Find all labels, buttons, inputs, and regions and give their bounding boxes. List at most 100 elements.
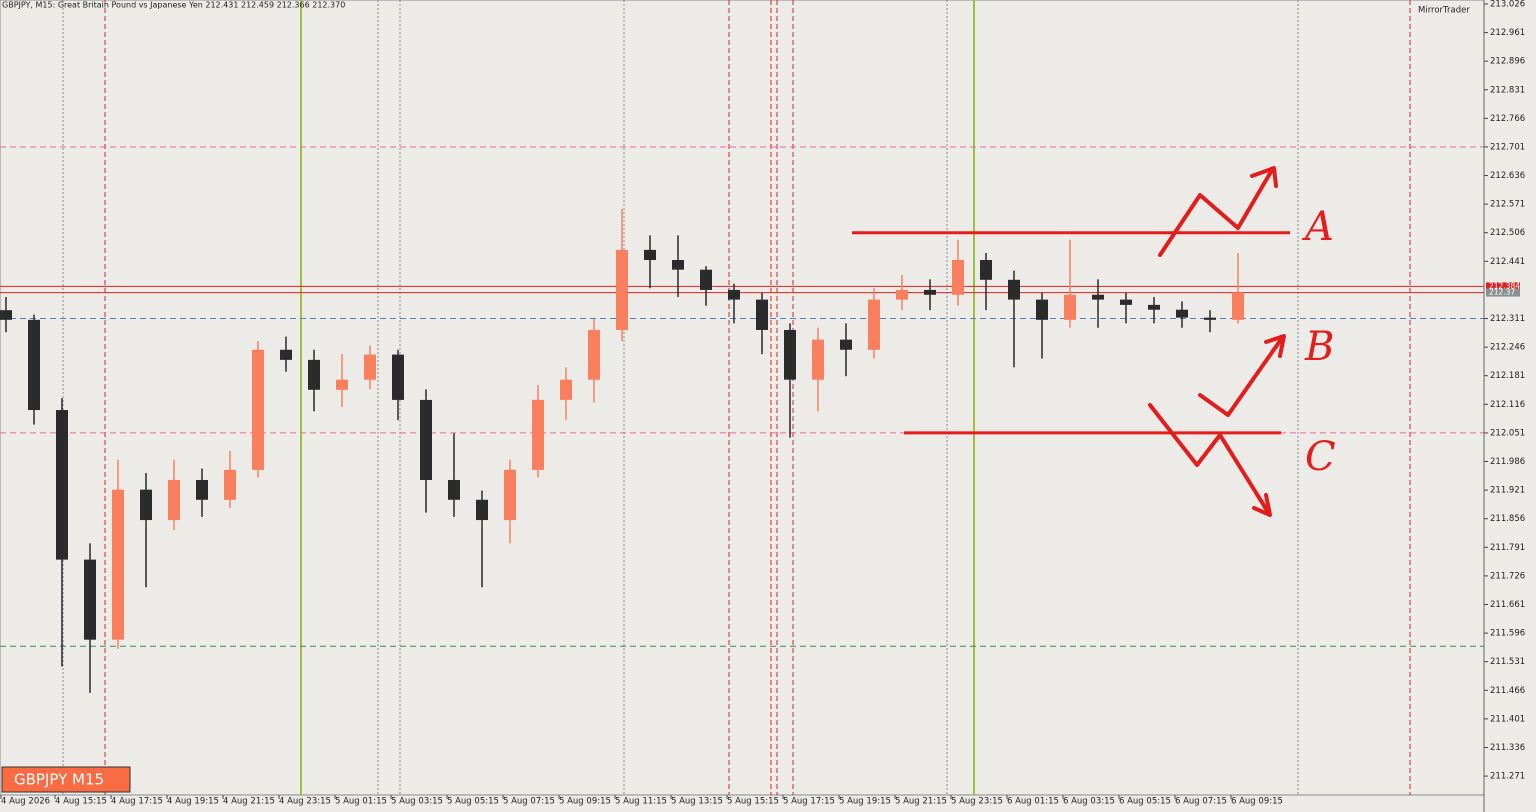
candle-body bbox=[420, 399, 432, 480]
candle-body bbox=[0, 310, 12, 320]
candle-body bbox=[1176, 309, 1188, 318]
price-tag bbox=[1486, 282, 1520, 291]
candle-body bbox=[896, 289, 908, 300]
y-tick-label: 211.531 bbox=[1490, 657, 1525, 667]
x-tick-label: 6 Aug 03:15 bbox=[1063, 797, 1115, 807]
candle-body bbox=[84, 559, 96, 640]
candle-body bbox=[196, 479, 208, 500]
x-tick-label: 5 Aug 07:15 bbox=[503, 797, 555, 807]
x-tick-label: 5 Aug 03:15 bbox=[391, 797, 443, 807]
x-tick-label: 5 Aug 05:15 bbox=[447, 797, 499, 807]
x-tick-label: 5 Aug 21:15 bbox=[895, 797, 947, 807]
candle-body bbox=[364, 354, 376, 380]
y-tick-label: 212.506 bbox=[1490, 228, 1525, 238]
candle-body bbox=[952, 260, 964, 295]
arrows bbox=[1148, 166, 1286, 517]
arrow-a bbox=[1158, 166, 1278, 257]
vertical-lines bbox=[62, 0, 1411, 795]
candle-body bbox=[476, 499, 488, 521]
plot-area bbox=[0, 0, 1485, 796]
price-tag-label: 212.384 bbox=[1489, 281, 1520, 290]
candle-body bbox=[112, 489, 124, 640]
candle-body bbox=[644, 249, 656, 261]
candle-body bbox=[672, 260, 684, 270]
x-tick-label: 6 Aug 05:15 bbox=[1119, 797, 1171, 807]
candle-body bbox=[56, 410, 68, 560]
y-tick-label: 212.766 bbox=[1490, 114, 1525, 124]
y-tick-label: 213.026 bbox=[1490, 0, 1525, 9]
candle-body bbox=[784, 329, 796, 380]
x-tick-label: 5 Aug 23:15 bbox=[951, 797, 1003, 807]
candle-body bbox=[532, 399, 544, 470]
price-tag bbox=[1486, 288, 1520, 297]
candle-body bbox=[812, 339, 824, 380]
symbol-box bbox=[1, 766, 131, 793]
y-tick-label: 212.116 bbox=[1490, 400, 1525, 410]
candle-body bbox=[28, 319, 40, 411]
y-tick-label: 212.311 bbox=[1490, 314, 1525, 324]
y-tick-label: 211.661 bbox=[1490, 600, 1525, 610]
candle-body bbox=[280, 349, 292, 360]
x-tick-label: 6 Aug 01:15 bbox=[1007, 797, 1059, 807]
y-tick-label: 211.401 bbox=[1490, 714, 1525, 724]
x-tick-label: 4 Aug 2026 bbox=[1, 797, 50, 807]
candle-body bbox=[1092, 294, 1104, 300]
candle-body bbox=[1148, 304, 1160, 310]
candle-body bbox=[336, 379, 348, 390]
y-tick-label: 212.571 bbox=[1490, 200, 1525, 210]
candle-body bbox=[924, 289, 936, 295]
x-tick-label: 5 Aug 15:15 bbox=[727, 797, 779, 807]
candle-body bbox=[588, 329, 600, 380]
candles bbox=[0, 208, 1244, 693]
candle-body bbox=[392, 354, 404, 400]
candle-body bbox=[252, 349, 264, 470]
y-tick-label: 211.596 bbox=[1490, 629, 1525, 639]
candle-body bbox=[616, 249, 628, 330]
candle-body bbox=[168, 479, 180, 521]
x-axis: 4 Aug 2026 4 Aug 15:15 4 Aug 17:15 4 Aug 19… bbox=[0, 795, 1283, 807]
y-tick-label: 211.271 bbox=[1490, 772, 1525, 782]
price-tag-label: 212.37 bbox=[1489, 288, 1515, 297]
symbol-label: GBPJPY M15 bbox=[14, 771, 104, 789]
candle-body bbox=[448, 479, 460, 500]
candle-body bbox=[980, 260, 992, 280]
candle-body bbox=[700, 269, 712, 290]
x-tick-label: 5 Aug 19:15 bbox=[839, 797, 891, 807]
arrow-c bbox=[1148, 403, 1272, 517]
x-tick-label: 5 Aug 11:15 bbox=[615, 797, 667, 807]
arrow-b bbox=[1198, 334, 1286, 417]
y-tick-label: 212.051 bbox=[1490, 428, 1525, 438]
header: GBPJPY, M15: Great Britain Pound vs Japa… bbox=[2, 1, 345, 10]
candle-body bbox=[1232, 292, 1244, 320]
scenario-letter: B bbox=[1304, 324, 1334, 370]
y-tick-label: 212.246 bbox=[1490, 343, 1525, 353]
broker-label: MirrorTrader bbox=[1418, 6, 1470, 16]
x-tick-label: 5 Aug 17:15 bbox=[783, 797, 835, 807]
candle-body bbox=[840, 339, 852, 350]
y-tick-label: 212.961 bbox=[1490, 28, 1525, 38]
y-axis: 213.026 212.961 212.896 212.831 212.766 212.7… bbox=[1484, 0, 1525, 782]
candle-body bbox=[728, 289, 740, 300]
y-tick-label: 212.831 bbox=[1490, 85, 1525, 95]
candle-body bbox=[1120, 299, 1132, 305]
candle-body bbox=[1036, 299, 1048, 320]
y-tick-label: 211.466 bbox=[1490, 686, 1525, 696]
y-tick-label: 211.336 bbox=[1490, 743, 1525, 753]
x-tick-label: 4 Aug 21:15 bbox=[223, 797, 275, 807]
candle-body bbox=[1008, 279, 1020, 300]
y-tick-label: 212.441 bbox=[1490, 257, 1525, 267]
scenario-letter: C bbox=[1305, 434, 1336, 480]
x-tick-label: 6 Aug 07:15 bbox=[1175, 797, 1227, 807]
candle-body bbox=[1204, 317, 1216, 320]
y-tick-label: 211.921 bbox=[1490, 486, 1525, 496]
y-tick-label: 211.726 bbox=[1490, 571, 1525, 581]
x-tick-label: 4 Aug 17:15 bbox=[111, 797, 163, 807]
y-tick-label: 212.701 bbox=[1490, 142, 1525, 152]
y-tick-label: 211.856 bbox=[1490, 514, 1525, 524]
y-tick-label: 211.791 bbox=[1490, 543, 1525, 553]
candle-body bbox=[1064, 294, 1076, 320]
drawings: A C B bbox=[852, 204, 1336, 480]
candle-body bbox=[224, 469, 236, 500]
x-tick-label: 5 Aug 01:15 bbox=[335, 797, 387, 807]
